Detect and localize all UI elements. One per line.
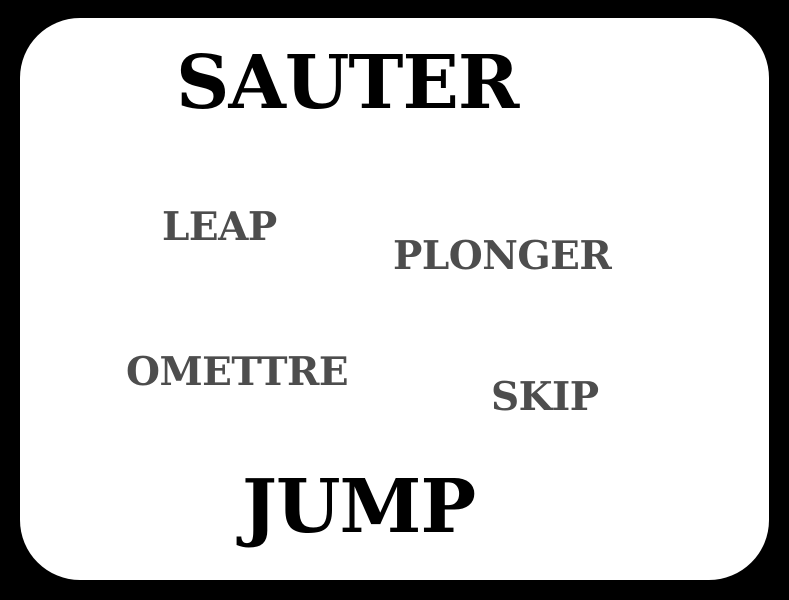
card-title: SAUTER bbox=[176, 40, 519, 126]
word-leap: LEAP bbox=[162, 204, 277, 250]
word-skip: SKIP bbox=[491, 374, 599, 420]
card-subtitle: JUMP bbox=[242, 464, 476, 550]
word-plonger: PLONGER bbox=[393, 233, 612, 279]
vocabulary-card bbox=[20, 18, 769, 580]
word-omettre: OMETTRE bbox=[126, 349, 349, 395]
